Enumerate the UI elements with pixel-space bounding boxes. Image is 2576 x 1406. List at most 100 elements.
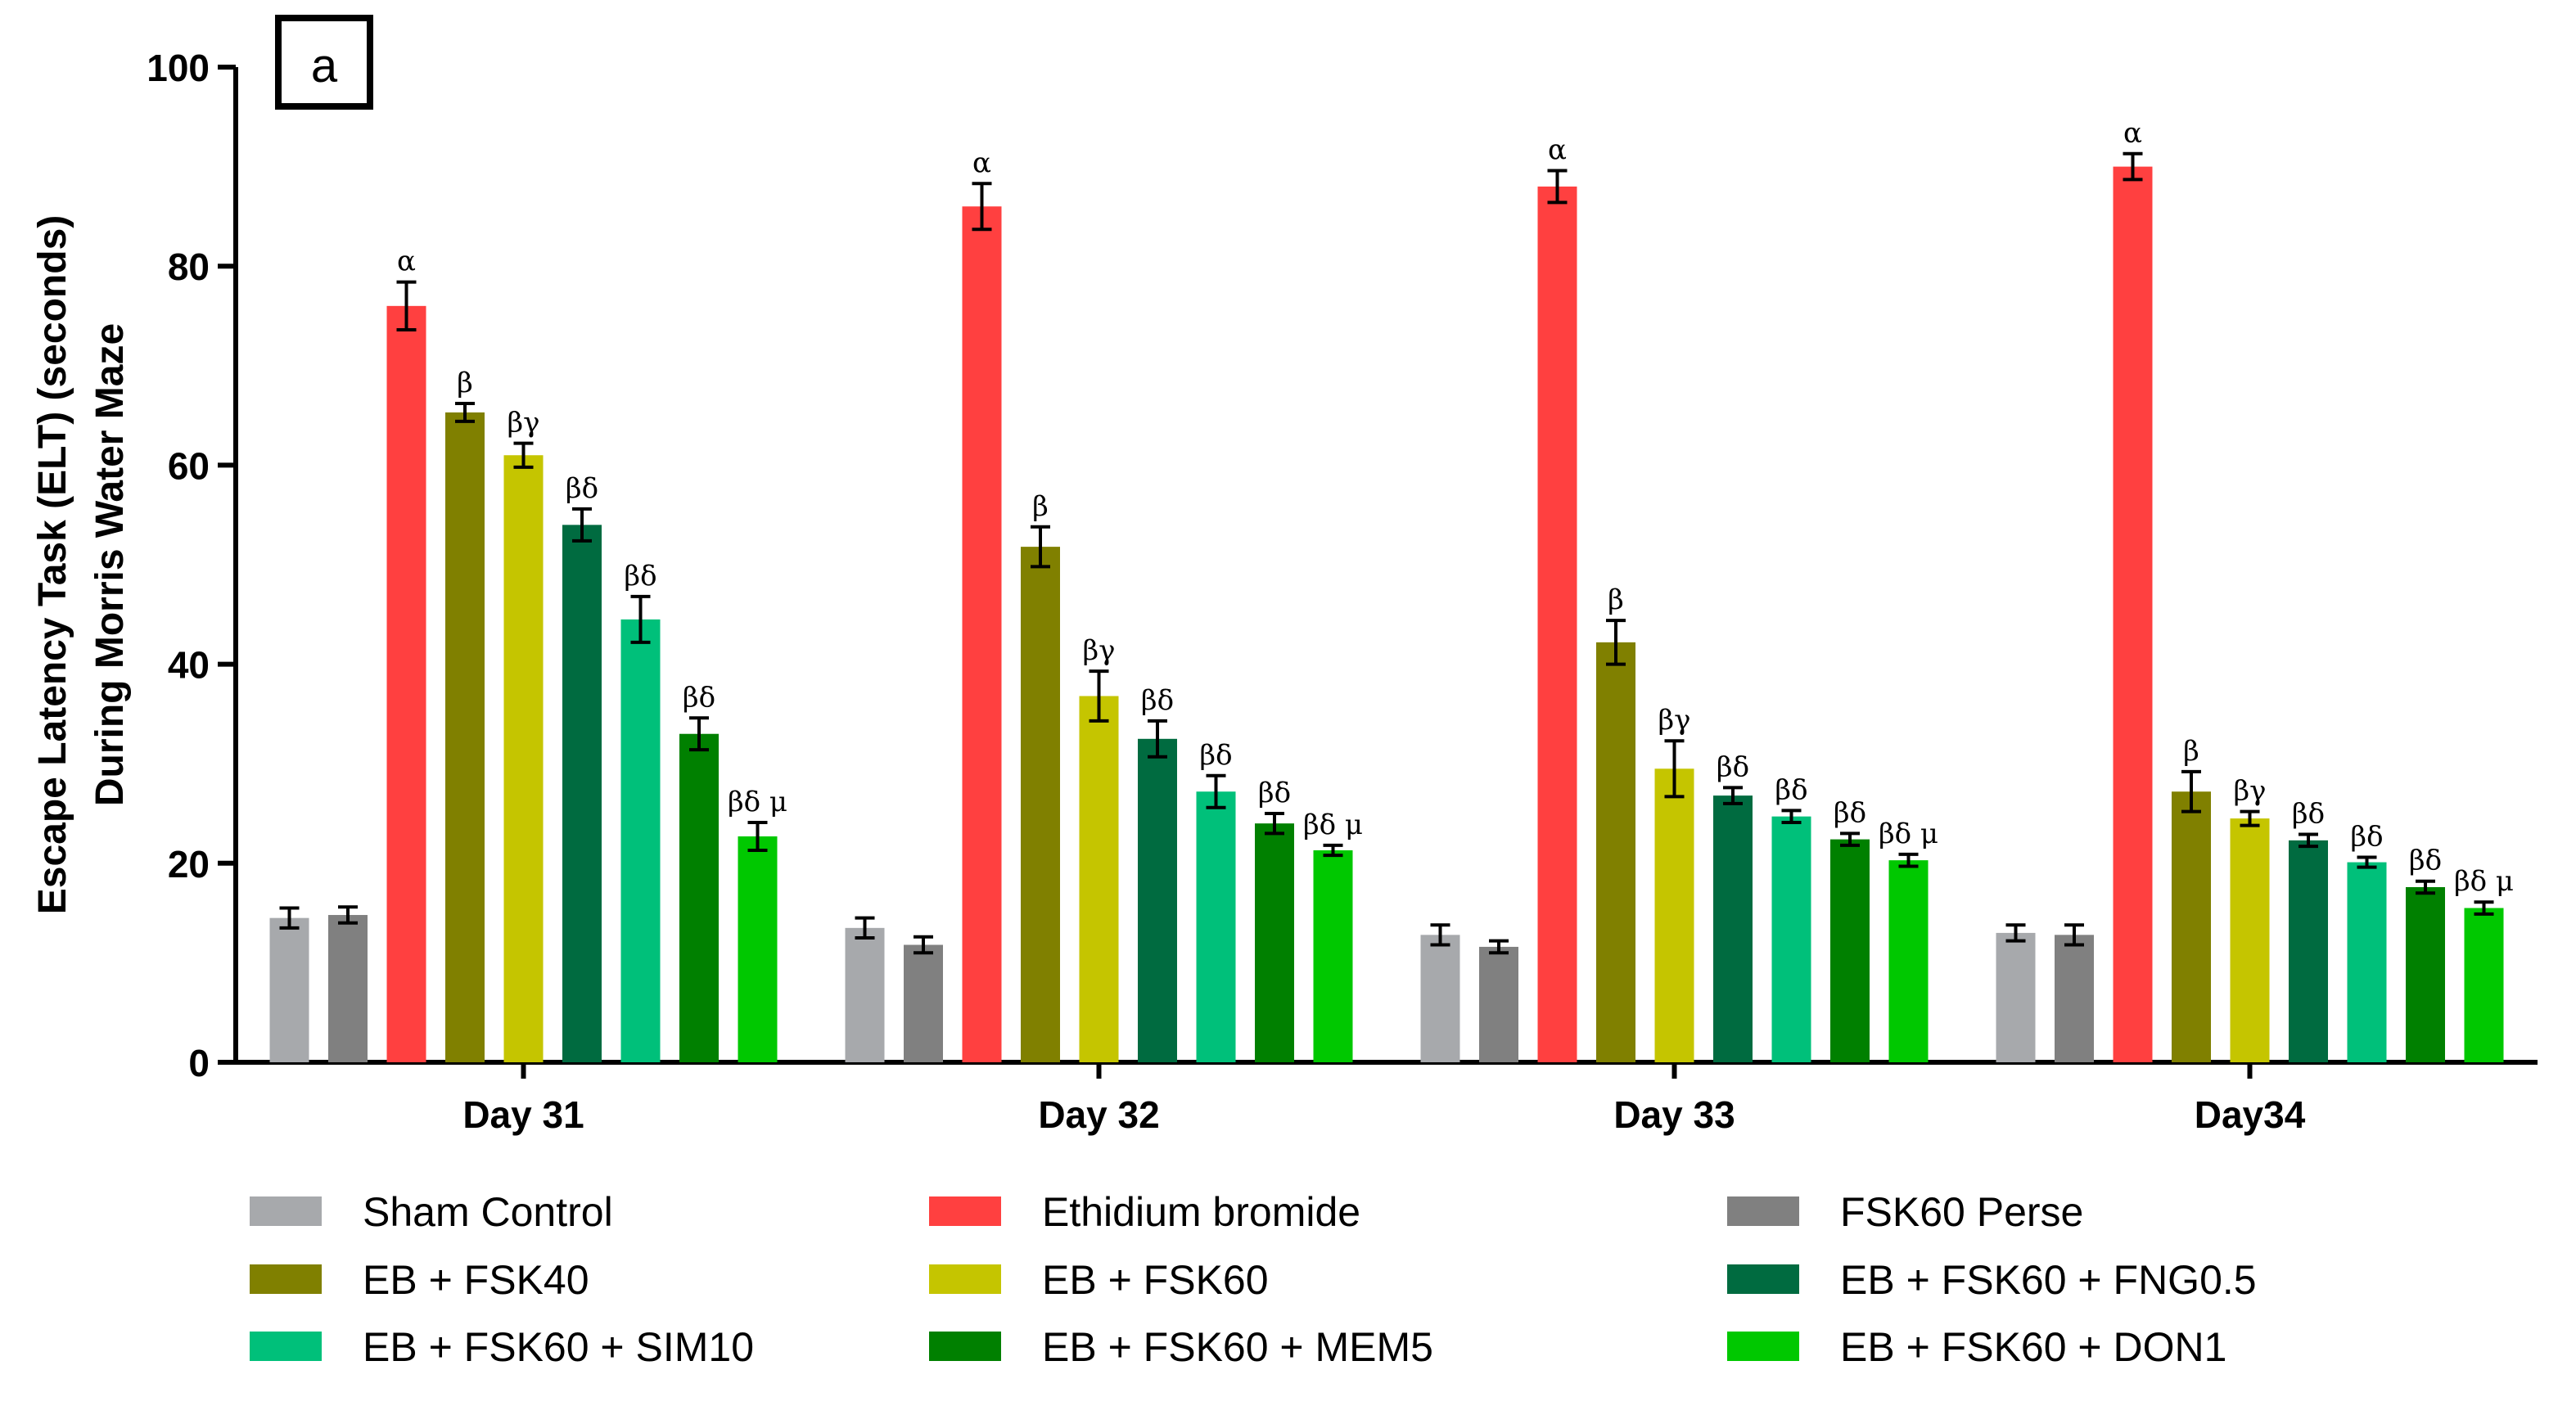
bar bbox=[1313, 849, 1353, 1062]
significance-label: βδ bbox=[1775, 773, 1807, 806]
y-tick-label: 100 bbox=[147, 47, 210, 89]
bar bbox=[2230, 818, 2270, 1062]
significance-label: α bbox=[1548, 133, 1567, 166]
legend-swatch bbox=[250, 1264, 322, 1294]
bar bbox=[562, 525, 602, 1062]
bar bbox=[2406, 886, 2445, 1062]
bar bbox=[1996, 932, 2036, 1062]
significance-label: βδ bbox=[566, 472, 598, 505]
legend-swatch bbox=[1727, 1196, 1799, 1226]
significance-label: βδ bbox=[1141, 684, 1174, 717]
bar bbox=[2289, 840, 2328, 1062]
significance-label: βδ bbox=[2292, 798, 2325, 831]
bar bbox=[445, 412, 485, 1062]
significance-label: β bbox=[457, 367, 473, 399]
legend-swatch bbox=[250, 1332, 322, 1361]
bar bbox=[1771, 816, 1811, 1062]
y-tick-label: 80 bbox=[168, 246, 210, 288]
y-axis-title-line2: During Morris Water Maze bbox=[88, 323, 132, 806]
bar bbox=[503, 455, 544, 1062]
bar bbox=[1830, 839, 1870, 1062]
y-axis-title-line1: Escape Latency Task (ELT) (seconds) bbox=[31, 215, 74, 914]
bar bbox=[1479, 946, 1518, 1062]
bar bbox=[1079, 696, 1119, 1062]
legend: Sham Control EB + FSK40 EB + FSK60 + SIM10… bbox=[250, 1189, 2257, 1370]
bar bbox=[2347, 862, 2387, 1062]
significance-label: α bbox=[972, 146, 991, 179]
significance-label: βδ bbox=[1834, 796, 1866, 829]
significance-label: βδ bbox=[1717, 750, 1749, 783]
bar bbox=[1713, 795, 1753, 1062]
legend-label: Ethidium bromide bbox=[1042, 1189, 1360, 1235]
significance-label: βγ bbox=[1083, 634, 1116, 667]
significance-label: βδ μ bbox=[728, 786, 787, 818]
y-tick-label: 60 bbox=[168, 444, 210, 487]
y-tick-label: 0 bbox=[188, 1042, 210, 1084]
significance-label: βγ bbox=[508, 407, 540, 439]
significance-label: βδ bbox=[1258, 777, 1291, 809]
significance-label: βδ μ bbox=[1879, 818, 1938, 850]
significance-label: βδ μ bbox=[2454, 865, 2514, 898]
legend-swatch bbox=[250, 1196, 322, 1226]
legend-label: EB + FSK60 + FNG0.5 bbox=[1840, 1257, 2257, 1303]
significance-label: βδ bbox=[2350, 821, 2383, 854]
legend-swatch bbox=[929, 1332, 1001, 1361]
y-tick-label: 40 bbox=[168, 644, 210, 687]
significance-label: βδ bbox=[683, 681, 715, 714]
bar bbox=[845, 927, 885, 1062]
bar bbox=[962, 206, 1002, 1063]
bar bbox=[1537, 186, 1577, 1062]
legend-swatch bbox=[929, 1196, 1001, 1226]
bar bbox=[2055, 935, 2094, 1062]
bar bbox=[1596, 642, 1635, 1062]
bar bbox=[904, 944, 943, 1062]
bar bbox=[1196, 791, 1236, 1062]
bar bbox=[679, 733, 719, 1062]
bar bbox=[2172, 791, 2211, 1062]
bar bbox=[1654, 768, 1694, 1062]
legend-label: EB + FSK60 + DON1 bbox=[1840, 1324, 2226, 1370]
bar bbox=[1255, 823, 1294, 1062]
panel-label-text: a bbox=[311, 39, 338, 92]
significance-label: βγ bbox=[1658, 704, 1691, 737]
bar bbox=[2464, 908, 2504, 1062]
x-tick-label: Day 33 bbox=[1613, 1093, 1735, 1136]
significance-label: β bbox=[1032, 490, 1049, 523]
significance-label: α bbox=[397, 246, 416, 278]
significance-label: βδ μ bbox=[1303, 809, 1363, 841]
significance-label: βγ bbox=[2234, 775, 2267, 808]
bar bbox=[328, 915, 368, 1062]
legend-swatch bbox=[929, 1264, 1001, 1294]
bar bbox=[1138, 738, 1177, 1062]
y-tick-label: 20 bbox=[168, 843, 210, 886]
bar bbox=[620, 619, 661, 1062]
significance-label: βδ bbox=[2409, 845, 2442, 877]
legend-swatch bbox=[1727, 1264, 1799, 1294]
legend-label: Sham Control bbox=[363, 1189, 613, 1235]
legend-label: EB + FSK60 bbox=[1042, 1257, 1269, 1303]
bar bbox=[269, 917, 309, 1062]
bar bbox=[2113, 166, 2153, 1063]
bar bbox=[1021, 547, 1060, 1062]
bar bbox=[386, 305, 426, 1063]
bar bbox=[738, 836, 778, 1062]
legend-label: EB + FSK40 bbox=[363, 1257, 589, 1303]
panel-label: a bbox=[275, 15, 373, 110]
x-tick-label: Day 32 bbox=[1038, 1093, 1159, 1136]
significance-label: β bbox=[2183, 735, 2199, 768]
bar bbox=[1420, 935, 1460, 1062]
x-tick-label: Day34 bbox=[2195, 1093, 2306, 1136]
axes: 0 20 40 60 80 100 Day 31 Day 32 Day 33 Day34 bbox=[147, 47, 2538, 1136]
x-tick-label: Day 31 bbox=[462, 1093, 584, 1136]
bar bbox=[1888, 860, 1929, 1062]
significance-label: βδ bbox=[624, 560, 656, 593]
significance-label: α bbox=[2123, 117, 2142, 150]
significance-label: βδ bbox=[1199, 739, 1232, 772]
legend-label: EB + FSK60 + SIM10 bbox=[363, 1324, 754, 1370]
legend-swatch bbox=[1727, 1332, 1799, 1361]
legend-label: EB + FSK60 + MEM5 bbox=[1042, 1324, 1433, 1370]
significance-label: β bbox=[1608, 584, 1624, 616]
